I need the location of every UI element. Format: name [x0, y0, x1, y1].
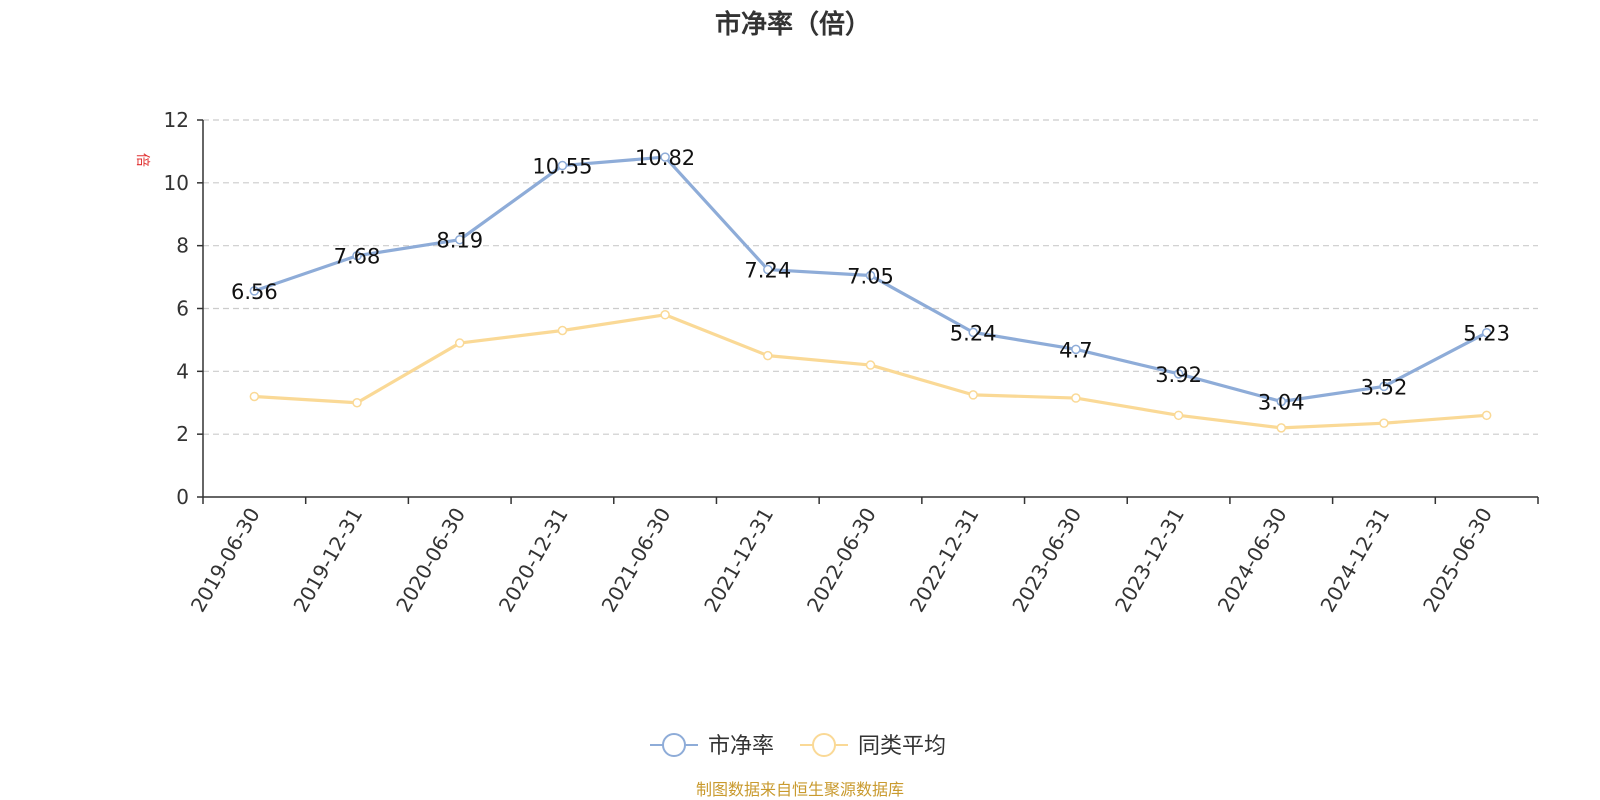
point-同类平均-2024-06-30[interactable]: [1276, 423, 1287, 433]
data-label-2020-06-30: 8.19: [436, 229, 483, 253]
legend-label-同类平均: 同类平均: [858, 734, 946, 759]
x-tick-label-2024-12-31: 2024-12-31: [1315, 504, 1394, 617]
point-市净率-2019-06-30[interactable]: [249, 286, 260, 296]
point-同类平均-2021-06-30[interactable]: [660, 310, 670, 320]
y-tick-label-6: 6: [176, 297, 189, 321]
y-tick-label-2: 2: [176, 422, 189, 446]
point-市净率-2020-12-31[interactable]: [557, 160, 568, 171]
y-tick-label-12: 12: [164, 108, 189, 132]
series-同类平均: [249, 310, 1492, 433]
data-label-2024-12-31: 3.52: [1361, 375, 1408, 399]
x-tick-label-2019-06-30: 2019-06-30: [186, 504, 265, 617]
data-label-2021-06-30: 10.82: [635, 146, 695, 170]
x-tick-label-2020-06-30: 2020-06-30: [391, 504, 470, 617]
x-tick-label-2020-12-31: 2020-12-31: [494, 504, 573, 617]
point-市净率-2023-12-31[interactable]: [1173, 369, 1184, 379]
data-label-2023-06-30: 4.7: [1059, 338, 1092, 362]
series-市净率: [249, 152, 1492, 407]
point-同类平均-2024-12-31[interactable]: [1379, 418, 1389, 428]
x-tick-label-2022-12-31: 2022-12-31: [905, 504, 984, 617]
point-同类平均-2020-06-30[interactable]: [454, 338, 465, 348]
x-tick-label-2023-06-30: 2023-06-30: [1007, 504, 1086, 617]
x-tick-label-2024-06-30: 2024-06-30: [1213, 504, 1292, 617]
point-同类平均-2023-12-31[interactable]: [1173, 410, 1184, 421]
legend-item-市净率[interactable]: 市净率: [650, 733, 774, 759]
x-tick-label-2021-12-31: 2021-12-31: [699, 504, 778, 617]
series-layer: 6.56 7.68 8.19 10.55 10.82 7.24 7.05 5.24 4.7 3.9…: [231, 146, 1510, 433]
point-同类平均-2022-12-31[interactable]: [968, 390, 978, 400]
data-source-note: 制图数据来自恒生聚源数据库: [696, 780, 904, 799]
x-tick-label-2023-12-31: 2023-12-31: [1110, 504, 1189, 617]
point-市净率-2023-06-30[interactable]: [1071, 344, 1081, 355]
point-同类平均-2019-12-31[interactable]: [352, 398, 362, 408]
legend-marker-同类平均: [812, 733, 836, 757]
point-市净率-2022-06-30[interactable]: [865, 270, 876, 281]
point-市净率-2019-12-31[interactable]: [352, 250, 362, 261]
y-tick-label-10: 10: [164, 171, 189, 195]
point-市净率-2025-06-30[interactable]: [1481, 327, 1492, 338]
x-tick-label-2025-06-30: 2025-06-30: [1418, 504, 1497, 617]
data-label-2022-06-30: 7.05: [847, 265, 894, 289]
y-axis-unit: 倍: [134, 153, 150, 167]
legend-label-市净率: 市净率: [708, 734, 774, 759]
point-同类平均-2021-12-31[interactable]: [763, 350, 773, 361]
point-市净率-2021-06-30[interactable]: [660, 152, 670, 162]
data-label-2024-06-30: 3.04: [1258, 390, 1305, 414]
data-label-2025-06-30: 5.23: [1463, 322, 1510, 346]
point-同类平均-2023-06-30[interactable]: [1071, 393, 1081, 403]
point-同类平均-2025-06-30[interactable]: [1481, 410, 1492, 421]
legend-item-同类平均[interactable]: 同类平均: [800, 733, 946, 759]
point-同类平均-2020-12-31[interactable]: [557, 325, 568, 336]
x-tick-label-2021-06-30: 2021-06-30: [597, 504, 676, 617]
point-市净率-2020-06-30[interactable]: [454, 234, 465, 245]
point-同类平均-2022-06-30[interactable]: [865, 360, 876, 370]
legend-marker-市净率: [662, 733, 686, 757]
data-label-2023-12-31: 3.92: [1155, 363, 1202, 387]
legend[interactable]: 市净率 同类平均: [650, 733, 946, 759]
point-市净率-2024-12-31[interactable]: [1379, 381, 1389, 392]
y-tick-label-0: 0: [176, 485, 189, 509]
y-tick-label-4: 4: [176, 359, 189, 383]
data-label-2022-12-31: 5.24: [950, 321, 997, 345]
point-市净率-2024-06-30[interactable]: [1276, 396, 1287, 407]
x-tick-label-2022-06-30: 2022-06-30: [802, 504, 881, 617]
data-label-2019-12-31: 7.68: [334, 245, 381, 269]
point-市净率-2022-12-31[interactable]: [968, 327, 978, 338]
x-tick-label-2019-12-31: 2019-12-31: [288, 504, 367, 617]
point-市净率-2021-12-31[interactable]: [763, 264, 773, 275]
point-同类平均-2019-06-30[interactable]: [249, 391, 260, 402]
data-label-2020-12-31: 10.55: [532, 155, 592, 179]
chart-title: 市净率（倍）: [715, 9, 871, 40]
y-tick-label-8: 8: [176, 234, 189, 258]
data-label-2019-06-30: 6.56: [231, 280, 278, 304]
data-label-2021-12-31: 7.24: [744, 259, 791, 283]
